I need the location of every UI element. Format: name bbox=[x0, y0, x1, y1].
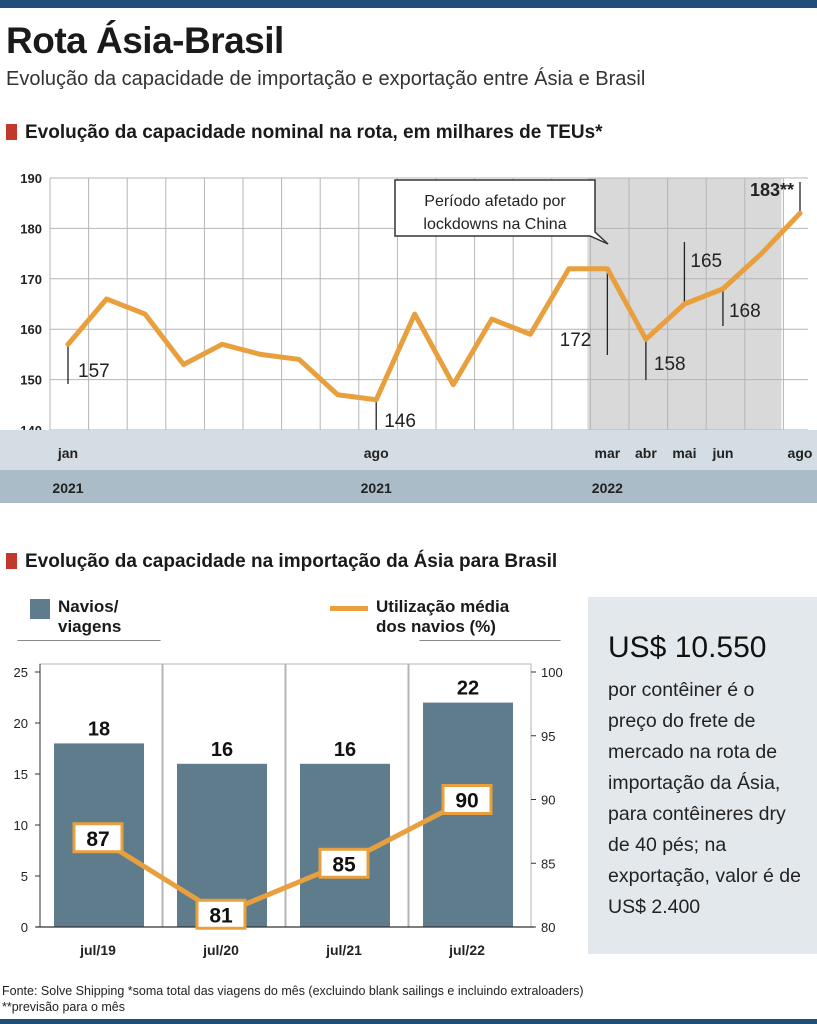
ships-bar-label: 22 bbox=[457, 678, 479, 700]
x-month-label: mar bbox=[595, 445, 621, 461]
x-month-label: abr bbox=[635, 445, 657, 461]
line-chart: 140150160170180190Período afetado porloc… bbox=[0, 160, 817, 510]
x-year-label: 2022 bbox=[592, 480, 623, 496]
line-chart-svg: 140150160170180190Período afetado porloc… bbox=[0, 160, 817, 505]
section2-title-text: Evolução da capacidade na importação da … bbox=[25, 551, 557, 572]
left-axis-label: 5 bbox=[21, 869, 28, 884]
category-label: jul/22 bbox=[448, 942, 485, 958]
right-axis-label: 100 bbox=[541, 665, 563, 680]
x-month-label: jan bbox=[57, 445, 78, 461]
category-label: jul/19 bbox=[79, 942, 116, 958]
left-axis-label: 25 bbox=[14, 665, 28, 680]
bottom-bar bbox=[0, 1019, 817, 1024]
data-label: 165 bbox=[690, 251, 722, 272]
legend-bars-label: Navios/ viagens bbox=[58, 597, 121, 637]
ships-bar-label: 16 bbox=[334, 739, 356, 761]
x-month-label: jun bbox=[711, 445, 733, 461]
freight-info-panel: US$ 10.550 por contêiner é o preço do fr… bbox=[588, 597, 817, 954]
left-axis-label: 0 bbox=[21, 920, 28, 935]
right-axis-label: 95 bbox=[541, 729, 555, 744]
data-label: 183** bbox=[750, 180, 794, 200]
legend-bar-swatch bbox=[30, 599, 50, 619]
left-axis-label: 10 bbox=[14, 818, 28, 833]
category-label: jul/21 bbox=[325, 942, 362, 958]
legend-line-swatch bbox=[330, 606, 368, 611]
section1-title-text: Evolução da capacidade nominal na rota, … bbox=[25, 122, 603, 143]
right-axis-label: 90 bbox=[541, 793, 555, 808]
legend-bars-line2: viagens bbox=[58, 617, 121, 637]
legend-line-line1: Utilização média bbox=[376, 597, 509, 617]
legend-line-line2: dos navios (%) bbox=[376, 617, 509, 637]
category-label: jul/20 bbox=[202, 942, 239, 958]
page-title: Rota Ásia-Brasil bbox=[6, 20, 284, 62]
right-axis-label: 80 bbox=[541, 920, 555, 935]
legend-bars-line1: Navios/ bbox=[58, 597, 121, 617]
footer-source: Fonte: Solve Shipping *soma total das vi… bbox=[2, 983, 584, 999]
ships-bar-label: 18 bbox=[88, 718, 110, 740]
bar-line-chart-svg: 0 5 10 15 20 25 80 85 90 95 100 18 16 16 22 jul/19 jul/2… bbox=[0, 640, 585, 970]
y-tick-label: 160 bbox=[20, 322, 42, 337]
utilization-label: 81 bbox=[209, 904, 233, 927]
left-axis-label: 20 bbox=[14, 716, 28, 731]
x-month-label: ago bbox=[364, 445, 389, 461]
y-tick-label: 170 bbox=[20, 272, 42, 287]
legend-line-label: Utilização média dos navios (%) bbox=[376, 597, 509, 637]
page-subtitle: Evolução da capacidade de importação e e… bbox=[6, 68, 645, 91]
ships-bar-label: 16 bbox=[211, 739, 233, 761]
y-tick-label: 150 bbox=[20, 373, 42, 388]
section1-title: Evolução da capacidade nominal na rota, … bbox=[6, 122, 603, 144]
utilization-label: 87 bbox=[86, 828, 109, 851]
x-month-label: mai bbox=[672, 445, 696, 461]
callout-box bbox=[395, 180, 608, 244]
utilization-label: 85 bbox=[332, 853, 356, 876]
freight-amount: US$ 10.550 bbox=[608, 631, 766, 665]
data-label: 158 bbox=[654, 354, 686, 375]
utilization-label: 90 bbox=[455, 790, 478, 813]
data-label: 157 bbox=[78, 361, 110, 382]
left-axis-label: 15 bbox=[14, 767, 28, 782]
y-tick-label: 180 bbox=[20, 221, 42, 236]
footer: Fonte: Solve Shipping *soma total das vi… bbox=[2, 983, 584, 1015]
x-year-label: 2021 bbox=[361, 480, 392, 496]
utilization-series-line bbox=[98, 800, 467, 915]
callout-text: lockdowns na China bbox=[423, 216, 566, 233]
year-axis-band bbox=[0, 470, 817, 503]
x-year-label: 2021 bbox=[52, 480, 83, 496]
lockdown-callout: Período afetado por lockdowns na China bbox=[395, 180, 608, 244]
right-axis-label: 85 bbox=[541, 856, 555, 871]
data-label: 146 bbox=[384, 411, 416, 432]
callout-text: Período afetado por bbox=[424, 193, 566, 210]
footer-note: **previsão para o mês bbox=[2, 999, 584, 1015]
y-tick-label: 190 bbox=[20, 171, 42, 186]
top-bar bbox=[0, 0, 817, 8]
section2-title: Evolução da capacidade na importação da … bbox=[6, 551, 557, 573]
section-marker bbox=[6, 553, 17, 569]
data-label: 168 bbox=[729, 301, 761, 322]
bar-line-chart: 0 5 10 15 20 25 80 85 90 95 100 18 16 16 22 jul/19 jul/2… bbox=[0, 640, 585, 975]
freight-description: por contêiner é o preço do frete de merc… bbox=[608, 675, 803, 923]
section-marker bbox=[6, 124, 17, 140]
data-label: 172 bbox=[560, 330, 592, 351]
x-month-label: ago bbox=[788, 445, 813, 461]
